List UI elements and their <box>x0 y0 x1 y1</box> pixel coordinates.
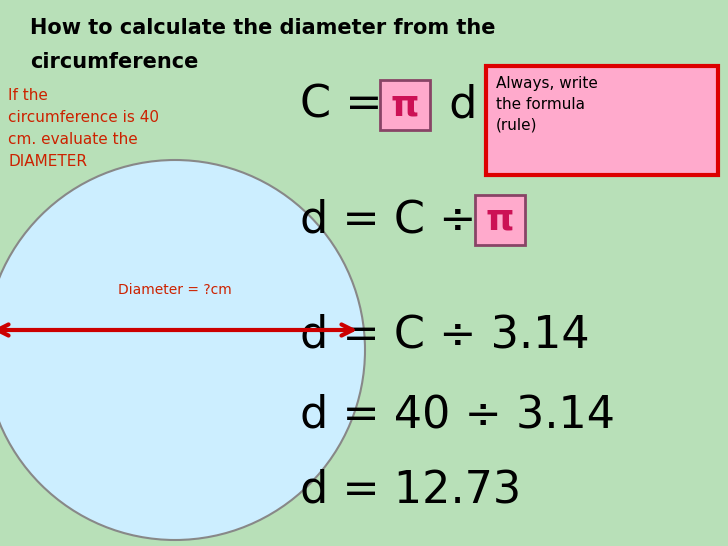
FancyBboxPatch shape <box>475 195 525 245</box>
Text: d = 40 ÷ 3.14: d = 40 ÷ 3.14 <box>300 394 615 436</box>
FancyBboxPatch shape <box>380 80 430 130</box>
FancyBboxPatch shape <box>486 66 718 175</box>
Text: Always, write
the formula
(rule): Always, write the formula (rule) <box>496 76 598 133</box>
Circle shape <box>0 160 365 540</box>
Text: Diameter = ?cm: Diameter = ?cm <box>118 283 232 297</box>
Text: cm. evaluate the: cm. evaluate the <box>8 132 138 147</box>
Text: circumference is 40: circumference is 40 <box>8 110 159 125</box>
Text: DIAMETER: DIAMETER <box>8 154 87 169</box>
Text: How to calculate the diameter from the: How to calculate the diameter from the <box>30 18 496 38</box>
Text: d: d <box>435 84 478 127</box>
Text: d = C ÷ 3.14: d = C ÷ 3.14 <box>300 313 590 357</box>
Text: d = C ÷: d = C ÷ <box>300 199 491 241</box>
Text: π: π <box>486 203 514 237</box>
Text: C =: C = <box>300 84 397 127</box>
Text: If the: If the <box>8 88 48 103</box>
Text: circumference: circumference <box>30 52 198 72</box>
Text: d = 12.73: d = 12.73 <box>300 468 521 512</box>
Text: π: π <box>391 88 419 122</box>
